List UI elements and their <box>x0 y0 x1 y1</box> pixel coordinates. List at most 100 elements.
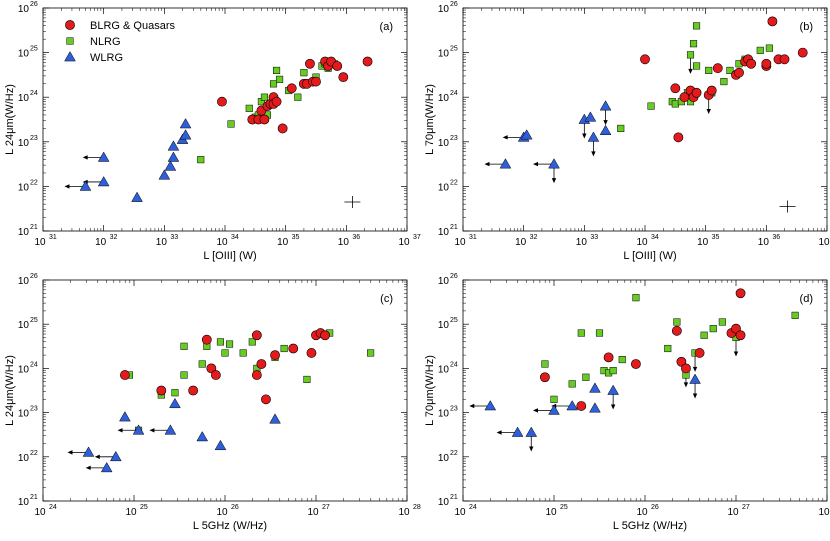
legend-label-blrg: BLRG & Quasars <box>90 20 175 32</box>
nlrg-point <box>693 22 701 30</box>
blrg-point <box>734 67 744 78</box>
nlrg-point <box>689 40 698 48</box>
nlrg-point <box>632 294 640 302</box>
wlrg-point <box>511 426 524 437</box>
y-tick-exponent: 23 <box>30 406 38 413</box>
wlrg-point <box>131 191 143 202</box>
y-tick-exponent: 22 <box>450 179 458 186</box>
blrg-point <box>210 370 221 380</box>
wlrg-point <box>566 400 579 411</box>
blrg-point <box>271 96 282 107</box>
y-tick-label: 10 <box>438 497 450 508</box>
nlrg-point <box>686 51 695 59</box>
plot-frame <box>462 7 828 232</box>
blrg-point <box>320 330 330 341</box>
blrg-point <box>261 394 271 405</box>
y-tick-exponent: 25 <box>30 46 38 53</box>
y-tick-label: 10 <box>18 364 30 375</box>
y-tick-label: 10 <box>18 409 30 420</box>
x-tick-label: 10 <box>454 237 466 248</box>
nlrg-point <box>273 66 281 74</box>
y-tick-exponent: 21 <box>450 494 458 501</box>
upper-limit-arrow-down-head <box>529 446 534 452</box>
wlrg-point <box>548 404 560 415</box>
y-tick-label: 10 <box>18 49 30 60</box>
nlrg-point <box>709 325 717 333</box>
nlrg-point <box>550 395 558 403</box>
legend-blrg-marker <box>65 20 75 30</box>
upper-limit-arrow-left-head <box>484 161 490 167</box>
wlrg-point <box>525 426 538 437</box>
nlrg-point <box>198 360 206 368</box>
nlrg-point <box>300 69 308 77</box>
x-tick-label: 10 <box>338 237 350 248</box>
x-axis-label: L 5GHz (W/Hz) <box>193 520 267 532</box>
x-tick-label: 10 <box>398 507 410 518</box>
wlrg-point <box>100 461 113 473</box>
x-tick-label: 10 <box>95 237 107 248</box>
x-tick-exponent: 27 <box>742 504 750 511</box>
blrg-point <box>640 54 650 65</box>
upper-limit-arrow-left-head <box>502 135 508 140</box>
y-tick-label: 10 <box>18 182 30 193</box>
nlrg-point <box>276 75 284 83</box>
wlrg-point <box>196 431 209 442</box>
wlrg-point <box>689 373 701 384</box>
nlrg-point <box>197 156 205 164</box>
nlrg-point <box>568 380 576 388</box>
wlrg-point <box>109 450 122 462</box>
upper-limit-arrow-left-head <box>533 161 538 167</box>
upper-limit-arrow-left-head <box>94 454 100 459</box>
y-tick-label: 10 <box>18 227 30 238</box>
y-tick-exponent: 24 <box>30 361 38 368</box>
panel-label: (d) <box>800 293 813 305</box>
blrg-point <box>712 63 723 74</box>
wlrg-point <box>599 100 612 111</box>
x-axis-label: L [OIII] (W) <box>623 250 676 262</box>
nlrg-point <box>216 338 224 346</box>
y-axis-label: L 24μm(W/Hz) <box>4 84 16 155</box>
upper-limit-arrow-down-head <box>591 151 596 157</box>
blrg-point <box>306 348 317 358</box>
blrg-point <box>540 372 550 383</box>
legend-wlrg-marker <box>64 51 76 62</box>
y-tick-label: 10 <box>438 93 450 104</box>
x-tick-label: 10 <box>545 507 557 518</box>
y-tick-label: 10 <box>438 276 450 287</box>
blrg-point <box>797 47 808 58</box>
x-tick-label: 10 <box>454 507 466 518</box>
blrg-point <box>746 58 757 69</box>
nlrg-point <box>671 100 679 108</box>
x-tick-label: 10 <box>515 237 527 248</box>
nlrg-point <box>718 318 726 326</box>
panel-3: 1024102510261027102810211022102310241025… <box>424 273 830 532</box>
y-tick-label: 10 <box>18 497 30 508</box>
nlrg-point <box>705 66 713 74</box>
panel-label: (b) <box>800 21 813 33</box>
wlrg-point <box>167 140 180 151</box>
blrg-point <box>706 85 717 96</box>
y-tick-exponent: 25 <box>30 317 38 324</box>
nlrg-point <box>171 389 179 397</box>
nlrg-point <box>280 344 288 353</box>
blrg-point <box>201 334 212 345</box>
nlrg-point <box>595 329 604 337</box>
nlrg-point <box>720 78 728 86</box>
wlrg-point <box>164 424 177 435</box>
blrg-point <box>631 359 641 369</box>
x-tick-exponent: 32 <box>110 234 118 241</box>
nlrg-point <box>180 371 188 379</box>
x-tick-exponent: 28 <box>413 504 421 511</box>
y-tick-label: 10 <box>438 364 450 375</box>
y-tick-exponent: 21 <box>450 224 458 231</box>
blrg-point <box>288 343 299 354</box>
wlrg-point <box>79 180 92 191</box>
blrg-point <box>120 370 130 380</box>
wlrg-point <box>584 111 597 122</box>
upper-limit-arrow-down-head <box>692 366 698 372</box>
x-tick-label: 10 <box>156 237 168 248</box>
plot-frame <box>462 279 828 502</box>
nlrg-point <box>294 93 302 101</box>
x-axis-label: L [OIII] (W) <box>203 250 256 262</box>
